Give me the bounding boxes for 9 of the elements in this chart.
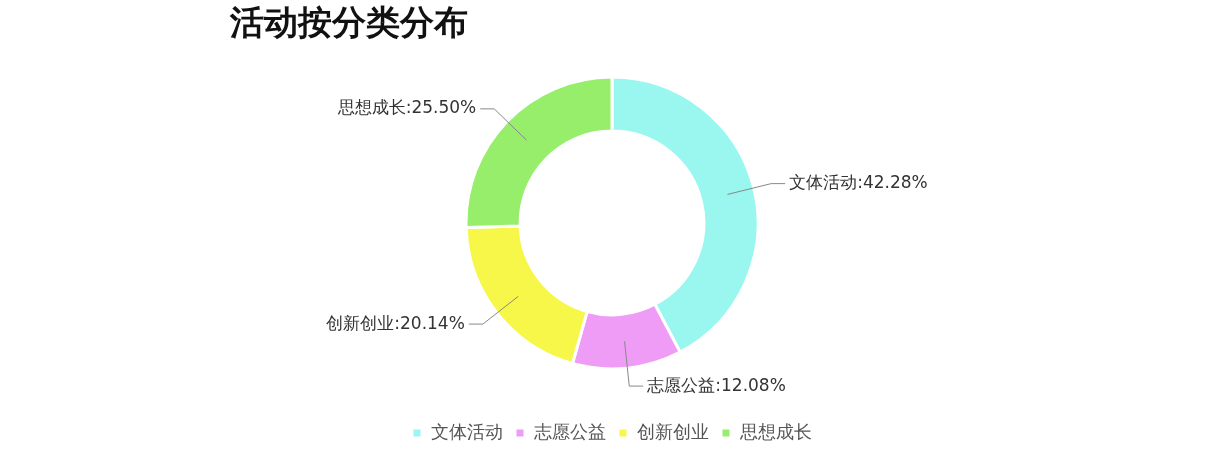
category-label: 志愿公益:12.08% <box>647 374 786 395</box>
category-label: 文体活动:42.28% <box>789 172 928 193</box>
legend-label: 文体活动 <box>431 420 503 442</box>
legend-label: 思想成长 <box>739 420 812 442</box>
category-label: 思想成长:25.50% <box>337 97 477 118</box>
chart-title: 活动按分类分布 <box>230 1 468 44</box>
legend-label: 创新创业 <box>637 420 709 442</box>
legend-label: 志愿公益 <box>534 420 606 442</box>
category-label: 创新创业:20.14% <box>326 312 465 333</box>
